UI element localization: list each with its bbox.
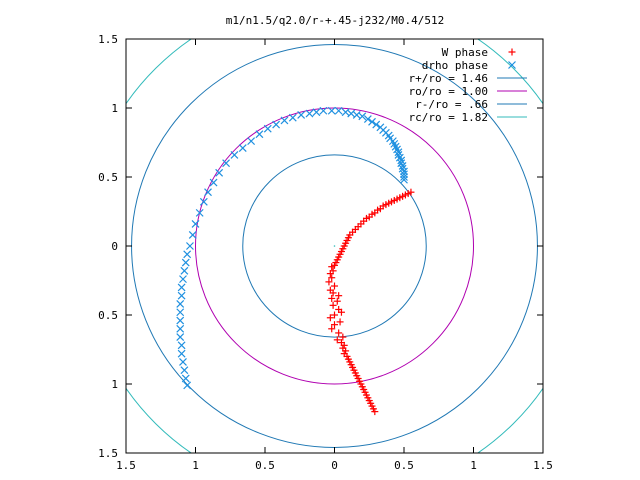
series-1-point: [191, 219, 200, 228]
series-1-point: [312, 108, 321, 117]
series-1-point: [199, 197, 208, 206]
series-1-point: [341, 108, 350, 117]
series-0-point: [333, 297, 341, 305]
series-1-point: [177, 291, 186, 300]
series-1-point: [230, 150, 239, 159]
series-1-point: [288, 113, 297, 122]
axis-ticks: 1.5 1 0.5 0 0.5 1 1.51.510.500.511.5: [98, 33, 553, 472]
series-0-point: [325, 278, 333, 286]
series-1-point: [177, 349, 186, 358]
origin-point: [333, 245, 336, 247]
series-1-point: [181, 258, 190, 267]
series-1-point: [176, 300, 185, 308]
series-1-point: [334, 106, 343, 115]
chart-title: m1/n1.5/q2.0/r-+.45-j232/M0.4/512: [226, 14, 445, 27]
series-0-point: [328, 274, 336, 282]
series-0-point: [339, 333, 347, 341]
series-1-point: [215, 168, 224, 177]
x-tick-label: 1: [470, 459, 477, 472]
series-1-point: [247, 137, 256, 146]
series-0-point: [333, 336, 341, 344]
y-tick-label: 1.5: [98, 33, 118, 46]
series-1-point: [177, 341, 186, 350]
legend-marker-swatch: [508, 61, 516, 69]
series-1-point: [188, 231, 197, 239]
legend-label: ro/ro = 1.00: [409, 85, 488, 98]
series-0-point: [326, 270, 334, 278]
x-tick-label: 0.5: [255, 459, 275, 472]
series-0-point: [329, 301, 337, 309]
series-0-point: [326, 314, 334, 322]
series-1-point: [176, 333, 185, 342]
plot-area: [126, 39, 543, 453]
series-1-point: [297, 110, 306, 119]
series-1-point: [272, 120, 281, 129]
series-1-point: [186, 242, 194, 250]
circle-3: [126, 39, 543, 453]
series-0-point: [328, 294, 336, 302]
series-1-point: [180, 266, 189, 275]
series-0-point: [371, 408, 379, 416]
series-1-point: [305, 109, 314, 118]
series-1-point: [195, 208, 204, 217]
circle-2: [242, 154, 427, 338]
series-1-point: [400, 175, 408, 184]
series-0-point: [335, 292, 343, 300]
y-tick-label: 0: [111, 240, 118, 253]
series-1-point: [181, 374, 190, 383]
x-tick-label: 1: [192, 459, 199, 472]
series-1-point: [209, 178, 218, 187]
series-1-point: [363, 115, 372, 123]
series-1-point: [183, 381, 192, 390]
series-1-point: [179, 275, 187, 284]
series-0-point: [331, 282, 338, 290]
series-1-point: [222, 159, 231, 168]
legend-label: r+/ro = 1.46: [409, 72, 488, 85]
series-1-point: [368, 117, 376, 126]
series-1-point: [255, 130, 264, 139]
legend-label: drho phase: [422, 59, 488, 72]
series-0-point: [328, 263, 336, 271]
series-0-point: [336, 318, 344, 326]
series-1-point: [238, 144, 247, 152]
legend-label: W phase: [442, 46, 488, 59]
x-tick-label: 1.5: [116, 459, 136, 472]
series-1-point: [327, 106, 336, 115]
series-1-point: [176, 308, 185, 317]
series-1-point: [319, 106, 328, 115]
y-tick-label: 0.5: [98, 171, 118, 184]
y-tick-label: 0.5: [98, 309, 118, 322]
series-1-point: [263, 124, 272, 133]
series-1-point: [400, 173, 408, 181]
series-1-point: [280, 116, 289, 125]
series-0-point: [331, 311, 338, 319]
legend-marker-swatch: [508, 48, 516, 56]
y-tick-label: 1.5: [98, 447, 118, 460]
legend-label: r-/ro = .66: [415, 98, 488, 111]
series-1-point: [372, 120, 381, 129]
series-1-point: [204, 188, 212, 197]
series-1-point: [376, 123, 385, 132]
series-1-point: [180, 366, 189, 375]
series-1-point: [176, 316, 185, 325]
series-1-point: [183, 250, 192, 259]
series-0-point: [331, 321, 338, 329]
y-tick-label: 1: [111, 378, 118, 391]
legend-label: rc/ro = 1.82: [409, 111, 488, 124]
x-tick-label: 0: [331, 459, 338, 472]
x-tick-label: 1.5: [533, 459, 553, 472]
series-1-point: [177, 283, 186, 292]
y-tick-label: 1: [111, 102, 118, 115]
series-1-point: [179, 357, 187, 366]
series-0-point: [328, 325, 336, 333]
series-1-point: [176, 324, 185, 333]
series-0-point: [335, 329, 343, 337]
series-0-point: [337, 308, 345, 316]
series-0-point: [329, 289, 337, 297]
x-tick-label: 0.5: [394, 459, 414, 472]
